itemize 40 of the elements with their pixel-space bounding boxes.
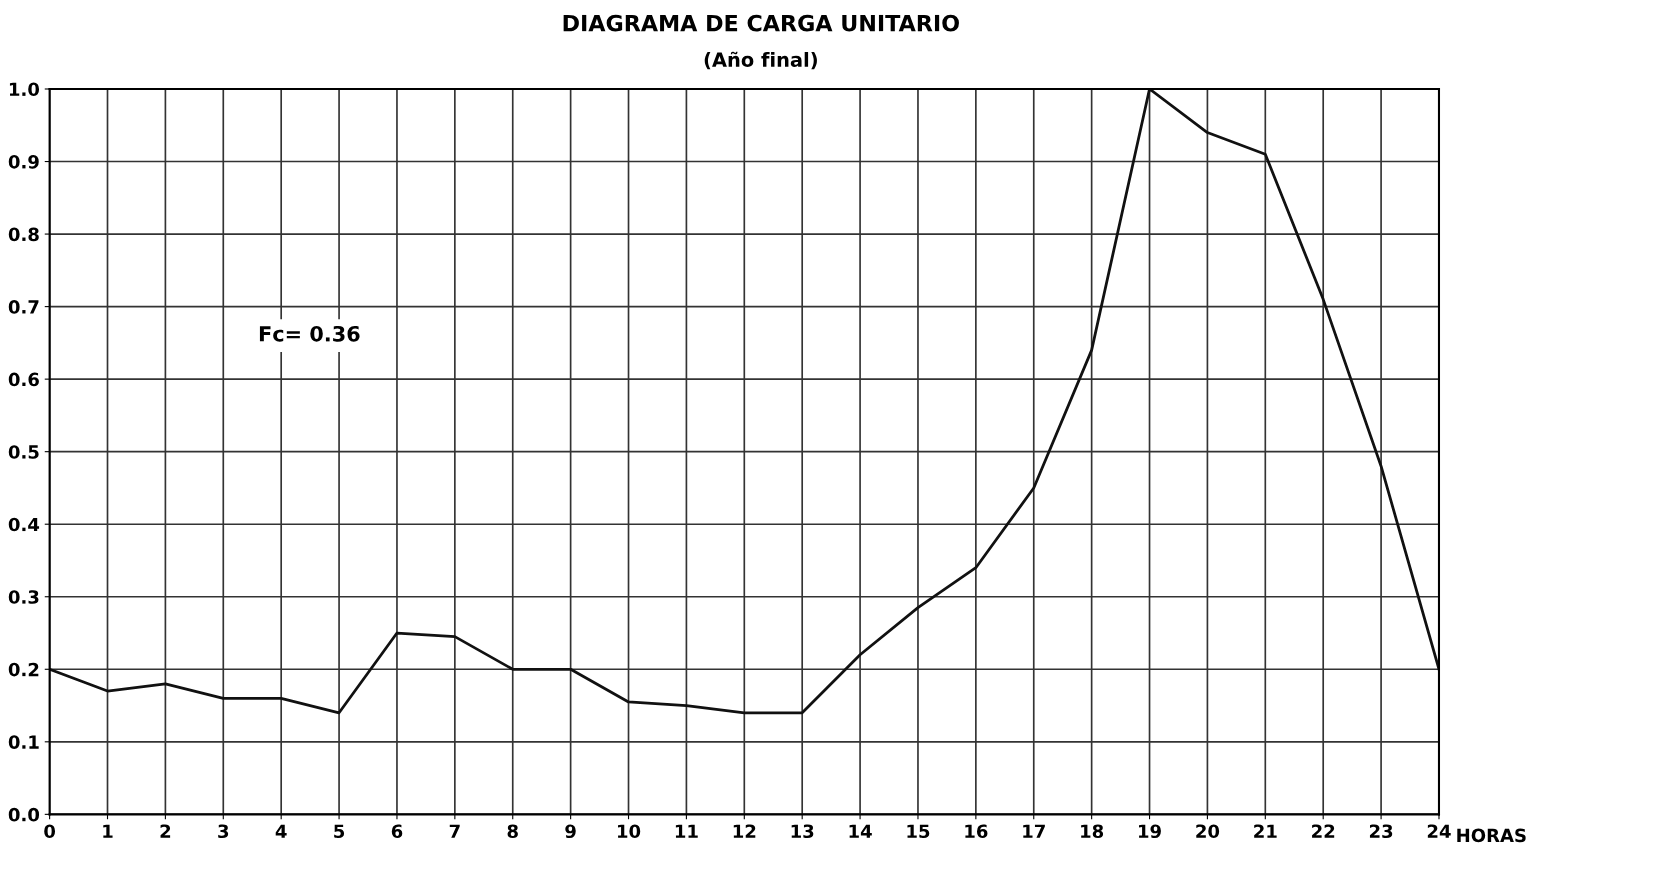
x-tick-label: 14 bbox=[849, 824, 872, 838]
x-tick-label: 16 bbox=[965, 824, 988, 839]
chart-title: DIAGRAMA DE CARGA UNITARIO bbox=[563, 14, 959, 32]
x-tick-label: 6 bbox=[391, 824, 403, 839]
x-tick-label: 18 bbox=[1081, 824, 1104, 839]
y-tick-label: 0.3 bbox=[8, 590, 39, 604]
x-tick-label: 24 bbox=[1427, 824, 1451, 838]
x-tick-label: 7 bbox=[449, 824, 460, 838]
x-tick-label: 23 bbox=[1369, 824, 1393, 839]
x-tick-label: 9 bbox=[565, 824, 576, 839]
x-tick-label: 17 bbox=[1023, 824, 1045, 838]
y-tick-label: 0.7 bbox=[8, 300, 39, 314]
y-tick-label: 0.6 bbox=[8, 372, 39, 387]
chart-subtitle: (Año final) bbox=[704, 51, 817, 70]
y-tick-label: 0.2 bbox=[8, 662, 39, 677]
y-tick-label: 0.4 bbox=[8, 517, 40, 532]
x-tick-label: 5 bbox=[334, 824, 345, 839]
x-tick-label: 15 bbox=[907, 824, 930, 839]
y-tick-label: 0.1 bbox=[8, 735, 39, 749]
annotation: Fc= 0.36 bbox=[259, 325, 360, 342]
y-tick-label: 0.0 bbox=[8, 807, 40, 822]
x-tick-label: 13 bbox=[791, 824, 814, 839]
x-tick-label: 8 bbox=[507, 824, 518, 839]
y-tick-label: 1.0 bbox=[9, 82, 40, 97]
x-tick-label: 11 bbox=[675, 824, 698, 838]
x-tick-label: 10 bbox=[617, 824, 641, 839]
x-tick-label: 1 bbox=[103, 824, 113, 838]
x-tick-label: 0 bbox=[44, 824, 56, 839]
x-axis-title: HORAS bbox=[1457, 828, 1526, 843]
x-tick-label: 22 bbox=[1312, 824, 1335, 838]
y-tick-label: 0.8 bbox=[8, 227, 39, 242]
x-tick-label: 20 bbox=[1196, 824, 1220, 839]
y-tick-label: 0.9 bbox=[8, 154, 39, 169]
x-tick-label: 19 bbox=[1139, 824, 1161, 839]
x-tick-label: 2 bbox=[160, 824, 171, 838]
x-tick-label: 3 bbox=[218, 824, 229, 839]
x-tick-label: 4 bbox=[275, 824, 287, 838]
x-tick-label: 12 bbox=[733, 824, 756, 838]
y-tick-label: 0.5 bbox=[8, 445, 39, 459]
x-tick-label: 21 bbox=[1254, 824, 1277, 838]
